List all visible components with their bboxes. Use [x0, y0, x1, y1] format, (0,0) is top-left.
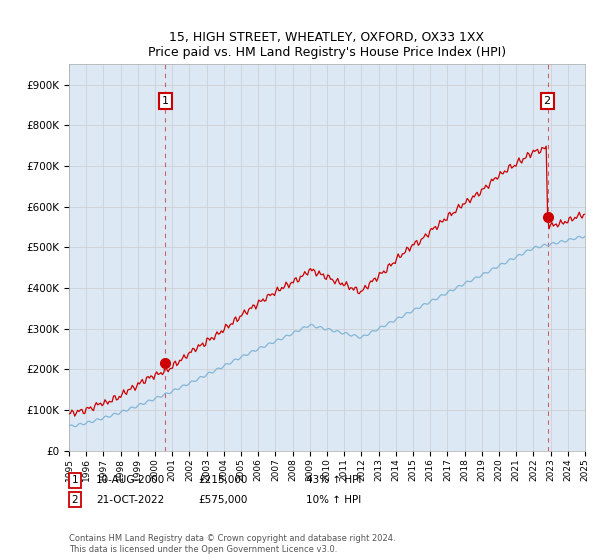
- Text: 43% ↑ HPI: 43% ↑ HPI: [306, 475, 361, 486]
- Text: 10-AUG-2000: 10-AUG-2000: [96, 475, 165, 486]
- Title: 15, HIGH STREET, WHEATLEY, OXFORD, OX33 1XX
Price paid vs. HM Land Registry's Ho: 15, HIGH STREET, WHEATLEY, OXFORD, OX33 …: [148, 31, 506, 59]
- Text: 1: 1: [71, 475, 79, 486]
- Text: 10% ↑ HPI: 10% ↑ HPI: [306, 494, 361, 505]
- Text: £575,000: £575,000: [198, 494, 247, 505]
- Text: 2: 2: [71, 494, 79, 505]
- Text: 2: 2: [544, 96, 551, 106]
- Text: Contains HM Land Registry data © Crown copyright and database right 2024.
This d: Contains HM Land Registry data © Crown c…: [69, 534, 395, 554]
- Text: 21-OCT-2022: 21-OCT-2022: [96, 494, 164, 505]
- Text: £215,000: £215,000: [198, 475, 247, 486]
- Text: 1: 1: [162, 96, 169, 106]
